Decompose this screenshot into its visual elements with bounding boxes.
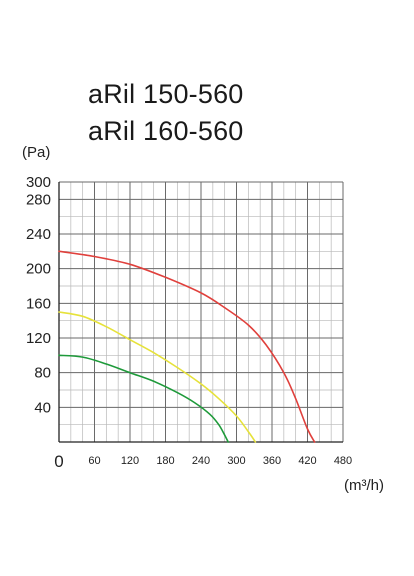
y-tick-label: 280 bbox=[26, 191, 51, 208]
title-line-1: aRil 150-560 bbox=[88, 79, 244, 109]
x-tick-label: 180 bbox=[156, 455, 174, 467]
y-axis-label: (Pa) bbox=[22, 144, 51, 161]
y-tick-label: 40 bbox=[34, 399, 51, 416]
major-gridlines bbox=[59, 181, 344, 442]
yellow-curve bbox=[58, 311, 257, 443]
x-axis-label: (m³/h) bbox=[344, 477, 384, 494]
red-curve bbox=[58, 250, 316, 443]
x-tick-label: 120 bbox=[121, 455, 139, 467]
x-tick-label: 360 bbox=[263, 455, 281, 467]
x-tick-label: 0 bbox=[54, 452, 63, 471]
performance-curves bbox=[58, 250, 316, 443]
x-tick-label: 420 bbox=[298, 455, 316, 467]
y-tick-label: 300 bbox=[26, 174, 51, 191]
title-line-2: aRil 160-560 bbox=[88, 116, 244, 146]
x-tick-label: 60 bbox=[88, 455, 100, 467]
y-tick-label: 240 bbox=[26, 226, 51, 243]
y-tick-label: 160 bbox=[26, 295, 51, 312]
x-tick-label: 240 bbox=[192, 455, 210, 467]
green-curve bbox=[58, 354, 229, 443]
x-tick-label: 480 bbox=[334, 455, 352, 467]
chart-title: aRil 150-560 aRil 160-560 bbox=[88, 76, 244, 150]
y-tick-label: 80 bbox=[34, 365, 51, 382]
y-tick-label: 200 bbox=[26, 261, 51, 278]
y-tick-label: 120 bbox=[26, 330, 51, 347]
x-tick-label: 300 bbox=[227, 455, 245, 467]
